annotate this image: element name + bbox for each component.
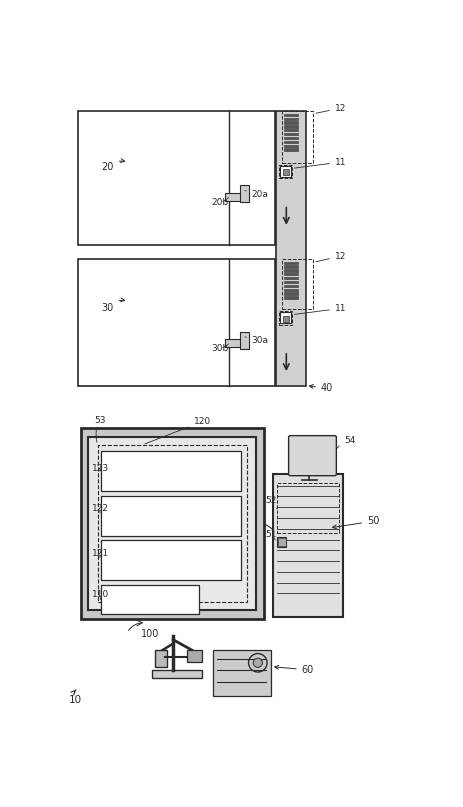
Text: 50: 50 [332, 516, 379, 529]
Text: 100: 100 [141, 629, 159, 639]
Bar [282, 316, 289, 322]
Bar [276, 483, 338, 533]
Text: 20b: 20b [211, 198, 228, 207]
Bar [283, 144, 297, 147]
Text: 11: 11 [294, 157, 345, 168]
Bar [282, 111, 313, 163]
Bar [78, 258, 274, 386]
Bar [78, 111, 274, 245]
Bar [283, 148, 297, 151]
Text: 30: 30 [101, 298, 125, 313]
Text: 12: 12 [315, 104, 345, 113]
Bar [100, 495, 240, 536]
Bar [283, 270, 297, 272]
Bar [224, 340, 241, 347]
Bar [100, 451, 240, 491]
Bar [279, 311, 291, 324]
Text: 11: 11 [294, 304, 345, 315]
Text: 60: 60 [274, 665, 313, 675]
Bar [283, 133, 297, 136]
Bar [283, 296, 297, 299]
Bar [283, 125, 297, 128]
Text: 51: 51 [265, 530, 276, 540]
Bar [283, 114, 297, 116]
Bar [283, 285, 297, 287]
Bar [151, 671, 201, 678]
Bar [275, 111, 305, 386]
Text: 40: 40 [309, 383, 332, 393]
Bar [283, 281, 297, 283]
Bar [100, 585, 198, 614]
Bar [279, 165, 291, 178]
FancyBboxPatch shape [288, 436, 336, 475]
Bar [213, 650, 270, 696]
Bar [283, 289, 297, 291]
Text: 122: 122 [91, 504, 108, 513]
Bar [154, 650, 167, 667]
Bar [280, 166, 290, 177]
Bar [276, 537, 286, 546]
Bar [239, 186, 249, 203]
Bar [283, 137, 297, 139]
Bar [88, 437, 256, 609]
Text: 53: 53 [94, 416, 105, 442]
Bar [273, 475, 342, 617]
Bar [282, 169, 289, 175]
Bar [239, 332, 249, 349]
Text: 120: 120 [144, 417, 211, 444]
Bar [277, 538, 285, 546]
Text: 110: 110 [91, 591, 108, 600]
Bar [283, 129, 297, 132]
Text: 20: 20 [101, 159, 125, 172]
Text: 20a: 20a [244, 190, 268, 199]
Text: 52: 52 [265, 496, 276, 508]
Bar [283, 266, 297, 268]
Bar [187, 650, 202, 662]
Text: 54: 54 [336, 437, 355, 449]
Text: 30b: 30b [211, 344, 228, 353]
Text: 123: 123 [91, 464, 108, 473]
Bar [283, 277, 297, 279]
Circle shape [253, 659, 262, 667]
Bar [81, 428, 263, 619]
Bar [283, 140, 297, 143]
Text: 121: 121 [91, 549, 108, 558]
Bar [283, 292, 297, 295]
Text: 12: 12 [315, 252, 345, 261]
Bar [283, 261, 297, 264]
Bar [280, 312, 290, 324]
Bar [282, 258, 313, 308]
Bar [283, 118, 297, 120]
Bar [224, 193, 241, 201]
Text: 10: 10 [68, 690, 81, 705]
Bar [97, 445, 246, 602]
Bar [283, 274, 297, 275]
Text: 30a: 30a [244, 337, 268, 345]
Bar [100, 541, 240, 580]
Bar [283, 122, 297, 123]
